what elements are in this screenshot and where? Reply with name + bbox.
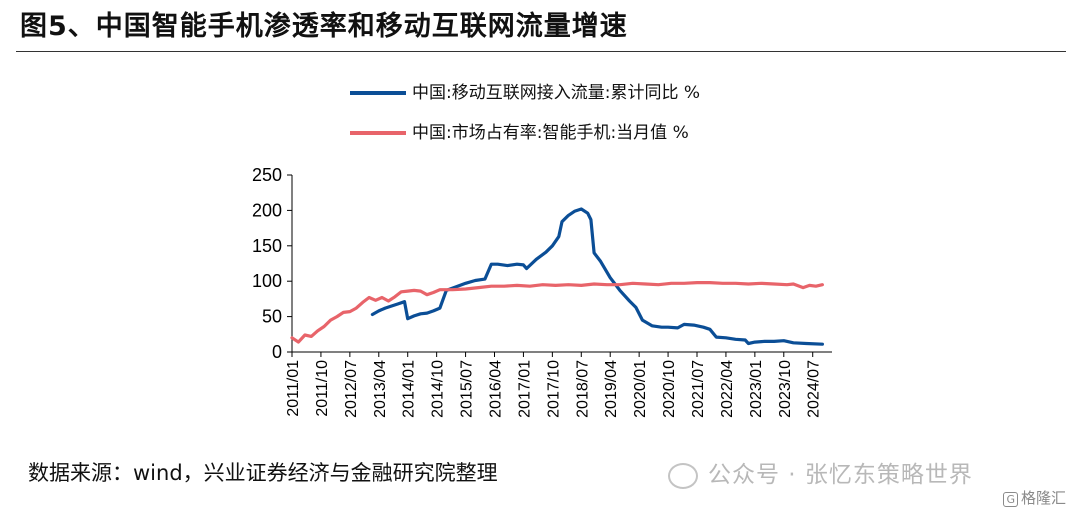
- x-tick-label: 2012/07: [343, 360, 360, 418]
- legend-item-smartphone: 中国:市场占有率:智能手机:当月值 %: [350, 118, 689, 143]
- chart-axes: 0 50 100 150 200 250 2011/01 2011/10 2012/07 2013…: [252, 165, 832, 418]
- x-tick-label: 2020/01: [632, 360, 649, 418]
- y-tick-label: 250: [252, 165, 282, 185]
- legend-swatch-smartphone: [350, 131, 406, 135]
- x-tick-label: 2023/01: [748, 360, 765, 418]
- x-tick-label: 2011/10: [314, 360, 331, 417]
- legend-swatch-traffic: [350, 91, 406, 95]
- x-tick-label: 2014/10: [430, 360, 447, 418]
- title-divider: [16, 51, 1066, 52]
- series-layer: [290, 207, 824, 346]
- watermark: 公众号 · 张忆东策略世界: [668, 455, 973, 489]
- x-tick-label: 2023/10: [777, 360, 794, 418]
- x-tick-label: 2021/07: [690, 360, 707, 418]
- y-tick-label: 150: [252, 236, 282, 256]
- x-tick-label: 2017/01: [516, 360, 533, 418]
- y-tick-label: 100: [252, 271, 282, 291]
- x-tick-label: 2018/07: [574, 360, 591, 418]
- x-tick-label: 2014/01: [401, 360, 418, 418]
- logo-badge: G: [1003, 492, 1018, 507]
- x-tick-label: 2019/04: [603, 360, 620, 418]
- series-line-1: [290, 281, 824, 344]
- corner-logo: G 格隆汇: [1003, 487, 1066, 508]
- y-tick-label: 0: [272, 342, 282, 362]
- x-tick-label: 2022/04: [719, 360, 736, 418]
- x-tick-label: 2016/04: [488, 360, 505, 418]
- series-line-0: [370, 207, 824, 346]
- x-tick-label: 2013/04: [372, 360, 389, 418]
- x-tick-label: 2011/01: [285, 360, 302, 417]
- y-tick-label: 200: [252, 200, 282, 220]
- y-tick-label: 50: [262, 307, 282, 327]
- x-tick-label: 2015/07: [459, 360, 476, 418]
- figure-title: 图5、中国智能手机渗透率和移动互联网流量增速: [20, 11, 628, 42]
- x-tick-label: 2020/10: [661, 360, 678, 418]
- legend-label-smartphone: 中国:市场占有率:智能手机:当月值 %: [412, 123, 689, 143]
- source-note: 数据来源：wind，兴业证券经济与金融研究院整理: [28, 461, 498, 485]
- wechat-icon: [668, 462, 698, 489]
- x-tick-label: 2024/07: [806, 360, 823, 418]
- legend-label-traffic: 中国:移动互联网接入流量:累计同比 %: [412, 83, 701, 103]
- watermark-text: 公众号 · 张忆东策略世界: [708, 462, 973, 488]
- logo-text: 格隆汇: [1020, 489, 1066, 507]
- legend-item-traffic: 中国:移动互联网接入流量:累计同比 %: [350, 78, 700, 103]
- x-tick-label: 2017/10: [545, 360, 562, 418]
